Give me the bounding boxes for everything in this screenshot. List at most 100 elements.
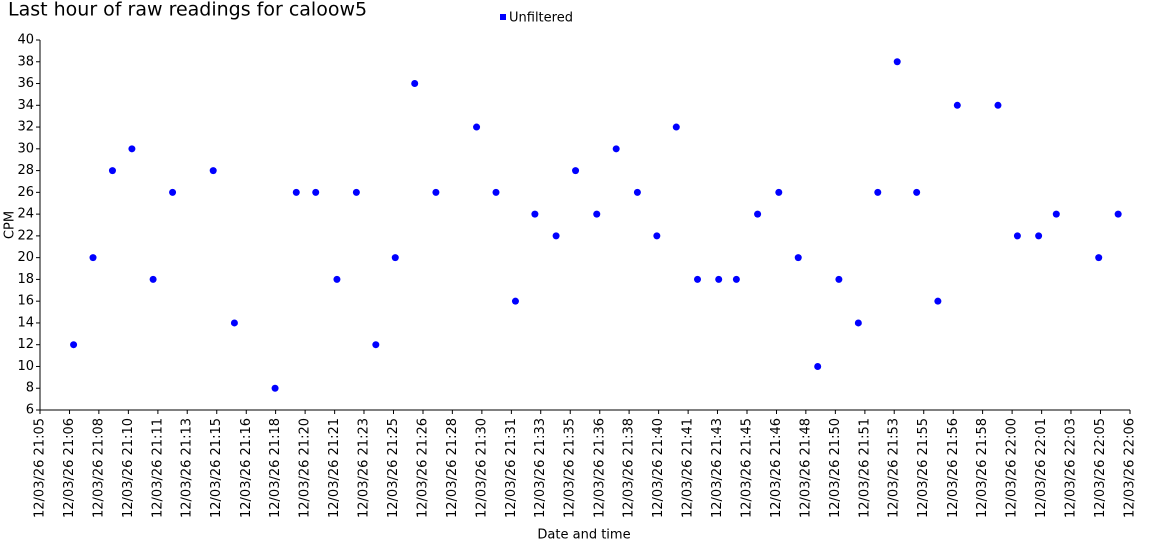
point <box>230 319 238 327</box>
point <box>128 145 136 153</box>
point <box>854 319 862 327</box>
x-tick-label: 12/03/26 21:11 <box>150 418 165 518</box>
x-tick-label: 12/03/26 22:01 <box>1034 418 1049 518</box>
point <box>391 254 399 262</box>
point <box>754 210 762 218</box>
point <box>1052 210 1060 218</box>
y-tick-label: 20 <box>17 250 34 265</box>
x-tick-label: 12/03/26 21:16 <box>239 418 254 518</box>
x-tick-label: 12/03/26 21:05 <box>33 418 48 518</box>
point <box>612 145 620 153</box>
point <box>432 188 440 196</box>
point <box>893 58 901 66</box>
x-tick-label: 12/03/26 21:41 <box>681 418 696 518</box>
point <box>333 275 341 283</box>
x-tick-label: 12/03/26 21:56 <box>946 418 961 518</box>
x-axis-title: Date and time <box>537 528 630 543</box>
x-tick-label: 12/03/26 21:15 <box>209 418 224 518</box>
point <box>169 188 177 196</box>
point <box>794 254 802 262</box>
y-tick-label: 24 <box>17 207 34 222</box>
y-tick-label: 14 <box>17 315 34 330</box>
x-tick-label: 12/03/26 21:26 <box>416 418 431 518</box>
x-tick-label: 12/03/26 21:51 <box>857 418 872 518</box>
point <box>732 275 740 283</box>
y-tick-label: 30 <box>17 141 34 156</box>
point <box>715 275 723 283</box>
x-tick-label: 12/03/26 21:45 <box>739 418 754 518</box>
legend-label: Unfiltered <box>509 11 573 26</box>
x-tick-label: 12/03/26 21:53 <box>887 418 902 518</box>
point <box>473 123 481 131</box>
y-axis-title: CPM <box>3 211 18 239</box>
x-tick-label: 12/03/26 21:08 <box>91 418 106 518</box>
x-tick-label: 12/03/26 22:00 <box>1005 418 1020 518</box>
y-tick-label: 18 <box>17 272 34 287</box>
x-tick-label: 12/03/26 21:10 <box>121 418 136 518</box>
x-tick-label: 12/03/26 21:48 <box>798 418 813 518</box>
x-tick-label: 12/03/26 22:05 <box>1093 418 1108 518</box>
y-tick-label: 34 <box>17 98 34 113</box>
y-tick-label: 10 <box>17 359 34 374</box>
point <box>292 188 300 196</box>
y-tick-label: 12 <box>17 337 34 352</box>
x-tick-label: 12/03/26 21:20 <box>298 418 313 518</box>
y-tick-label: 8 <box>26 381 34 396</box>
y-tick-label: 6 <box>26 403 34 418</box>
x-tick-label: 12/03/26 21:06 <box>62 418 77 518</box>
point <box>492 188 500 196</box>
point <box>593 210 601 218</box>
x-tick-label: 12/03/26 21:18 <box>268 418 283 518</box>
y-tick-label: 28 <box>17 163 34 178</box>
point <box>209 167 217 175</box>
point <box>70 341 78 349</box>
point <box>271 384 279 392</box>
point <box>913 188 921 196</box>
point <box>411 80 419 88</box>
point <box>1013 232 1021 240</box>
point <box>572 167 580 175</box>
y-tick-label: 26 <box>17 185 34 200</box>
x-tick-label: 12/03/26 21:40 <box>651 418 666 518</box>
x-tick-label: 12/03/26 21:23 <box>356 418 371 518</box>
point <box>149 275 157 283</box>
point <box>352 188 360 196</box>
point <box>1114 210 1122 218</box>
point <box>552 232 560 240</box>
x-tick-label: 12/03/26 21:30 <box>474 418 489 518</box>
point <box>775 188 783 196</box>
point <box>994 101 1002 109</box>
point <box>108 167 116 175</box>
x-tick-label: 12/03/26 21:43 <box>710 418 725 518</box>
point <box>814 362 822 370</box>
x-tick-label: 12/03/26 21:25 <box>386 418 401 518</box>
point <box>511 297 519 305</box>
point <box>1035 232 1043 240</box>
x-tick-label: 12/03/26 21:55 <box>916 418 931 518</box>
point <box>312 188 320 196</box>
point <box>693 275 701 283</box>
y-tick-label: 22 <box>17 228 34 243</box>
x-tick-label: 12/03/26 21:50 <box>828 418 843 518</box>
x-tick-label: 12/03/26 21:46 <box>769 418 784 518</box>
point <box>835 275 843 283</box>
x-tick-label: 12/03/26 21:38 <box>622 418 637 518</box>
x-tick-label: 12/03/26 21:13 <box>180 418 195 518</box>
y-tick-label: 40 <box>17 33 34 48</box>
x-tick-label: 12/03/26 21:28 <box>445 418 460 518</box>
x-tick-label: 12/03/26 21:58 <box>975 418 990 518</box>
point <box>531 210 539 218</box>
point <box>372 341 380 349</box>
y-tick-label: 32 <box>17 120 34 135</box>
y-tick-label: 16 <box>17 294 34 309</box>
legend-swatch <box>500 14 506 20</box>
point <box>89 254 97 262</box>
point <box>633 188 641 196</box>
x-tick-label: 12/03/26 22:06 <box>1123 418 1138 518</box>
point <box>653 232 661 240</box>
x-tick-label: 12/03/26 21:36 <box>592 418 607 518</box>
point <box>953 101 961 109</box>
y-tick-label: 36 <box>17 76 34 91</box>
chart-title: Last hour of raw readings for caloow5 <box>8 0 367 21</box>
